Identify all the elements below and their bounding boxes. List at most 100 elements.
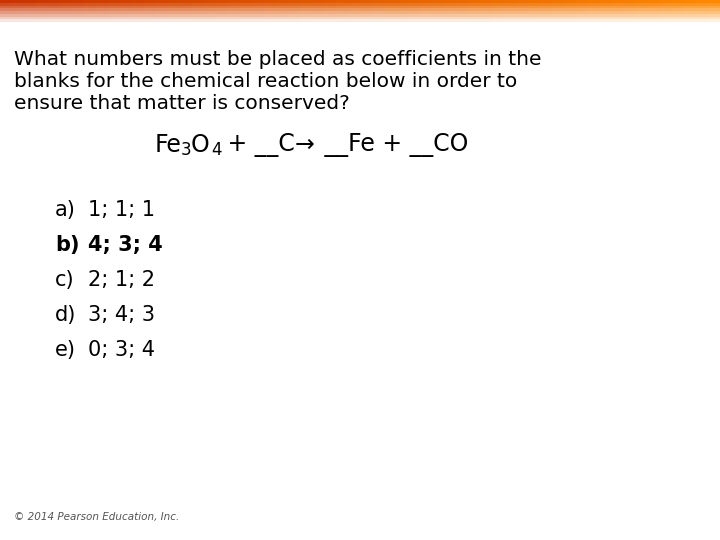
Bar <box>144 5 156 8</box>
Bar <box>540 10 552 14</box>
Bar <box>60 19 73 22</box>
Text: 4: 4 <box>211 141 222 159</box>
Bar <box>144 16 156 19</box>
Bar <box>228 8 240 11</box>
Bar <box>516 19 528 22</box>
Bar <box>84 2 96 5</box>
Bar <box>468 0 480 3</box>
Bar <box>576 0 588 3</box>
Bar <box>120 19 132 22</box>
Bar <box>312 8 325 11</box>
Bar <box>432 19 444 22</box>
Bar <box>528 16 541 19</box>
Bar <box>564 14 577 17</box>
Text: What numbers must be placed as coefficients in the: What numbers must be placed as coefficie… <box>14 50 541 69</box>
Text: 3; 4; 3: 3; 4; 3 <box>88 305 155 325</box>
Bar <box>576 10 588 14</box>
Bar <box>684 2 696 5</box>
Bar <box>72 8 84 11</box>
Bar <box>348 19 361 22</box>
Bar <box>168 8 181 11</box>
Bar <box>72 16 84 19</box>
Bar <box>384 14 397 17</box>
Bar <box>348 14 361 17</box>
Bar <box>660 19 672 22</box>
Bar <box>588 5 600 8</box>
Bar <box>36 14 48 17</box>
Bar <box>300 5 312 8</box>
Bar <box>240 14 253 17</box>
Bar <box>276 14 289 17</box>
Bar <box>240 5 253 8</box>
Bar <box>420 10 433 14</box>
Bar <box>408 5 420 8</box>
Bar <box>396 10 408 14</box>
Bar <box>204 19 217 22</box>
Bar <box>696 10 708 14</box>
Bar <box>312 14 325 17</box>
Bar <box>12 19 24 22</box>
Bar <box>612 8 624 11</box>
Bar <box>576 2 588 5</box>
Bar <box>192 0 204 3</box>
Bar <box>132 14 145 17</box>
Bar <box>456 2 469 5</box>
Text: →: → <box>295 133 315 157</box>
Bar <box>96 5 109 8</box>
Bar <box>516 14 528 17</box>
Bar <box>360 10 372 14</box>
Bar <box>228 2 240 5</box>
Bar <box>96 14 109 17</box>
Bar <box>24 0 37 3</box>
Bar <box>312 19 325 22</box>
Bar <box>432 8 444 11</box>
Bar <box>24 2 37 5</box>
Bar <box>312 5 325 8</box>
Bar <box>504 0 516 3</box>
Bar <box>480 10 492 14</box>
Bar <box>516 2 528 5</box>
Bar <box>684 14 696 17</box>
Bar <box>372 10 384 14</box>
Bar <box>48 19 60 22</box>
Bar <box>468 19 480 22</box>
Bar <box>276 2 289 5</box>
Bar <box>588 14 600 17</box>
Bar <box>504 19 516 22</box>
Bar <box>480 16 492 19</box>
Bar <box>156 14 168 17</box>
Bar <box>72 2 84 5</box>
Bar <box>696 19 708 22</box>
Bar <box>84 0 96 3</box>
Bar <box>60 14 73 17</box>
Bar <box>120 5 132 8</box>
Bar <box>516 0 528 3</box>
Bar <box>312 10 325 14</box>
Bar <box>588 10 600 14</box>
Bar <box>48 8 60 11</box>
Bar <box>204 16 217 19</box>
Bar <box>636 2 649 5</box>
Bar <box>84 16 96 19</box>
Bar <box>228 5 240 8</box>
Bar <box>60 0 73 3</box>
Bar <box>264 10 276 14</box>
Text: e): e) <box>55 340 76 360</box>
Bar <box>228 14 240 17</box>
Bar <box>708 0 720 3</box>
Bar <box>264 5 276 8</box>
Bar <box>12 8 24 11</box>
Bar <box>180 10 192 14</box>
Bar <box>216 2 228 5</box>
Bar <box>0 10 12 14</box>
Bar <box>648 8 660 11</box>
Bar <box>372 8 384 11</box>
Bar <box>552 16 564 19</box>
Text: blanks for the chemical reaction below in order to: blanks for the chemical reaction below i… <box>14 72 517 91</box>
Bar <box>108 2 120 5</box>
Bar <box>96 10 109 14</box>
Bar <box>96 8 109 11</box>
Bar <box>12 2 24 5</box>
Bar <box>396 0 408 3</box>
Bar <box>420 16 433 19</box>
